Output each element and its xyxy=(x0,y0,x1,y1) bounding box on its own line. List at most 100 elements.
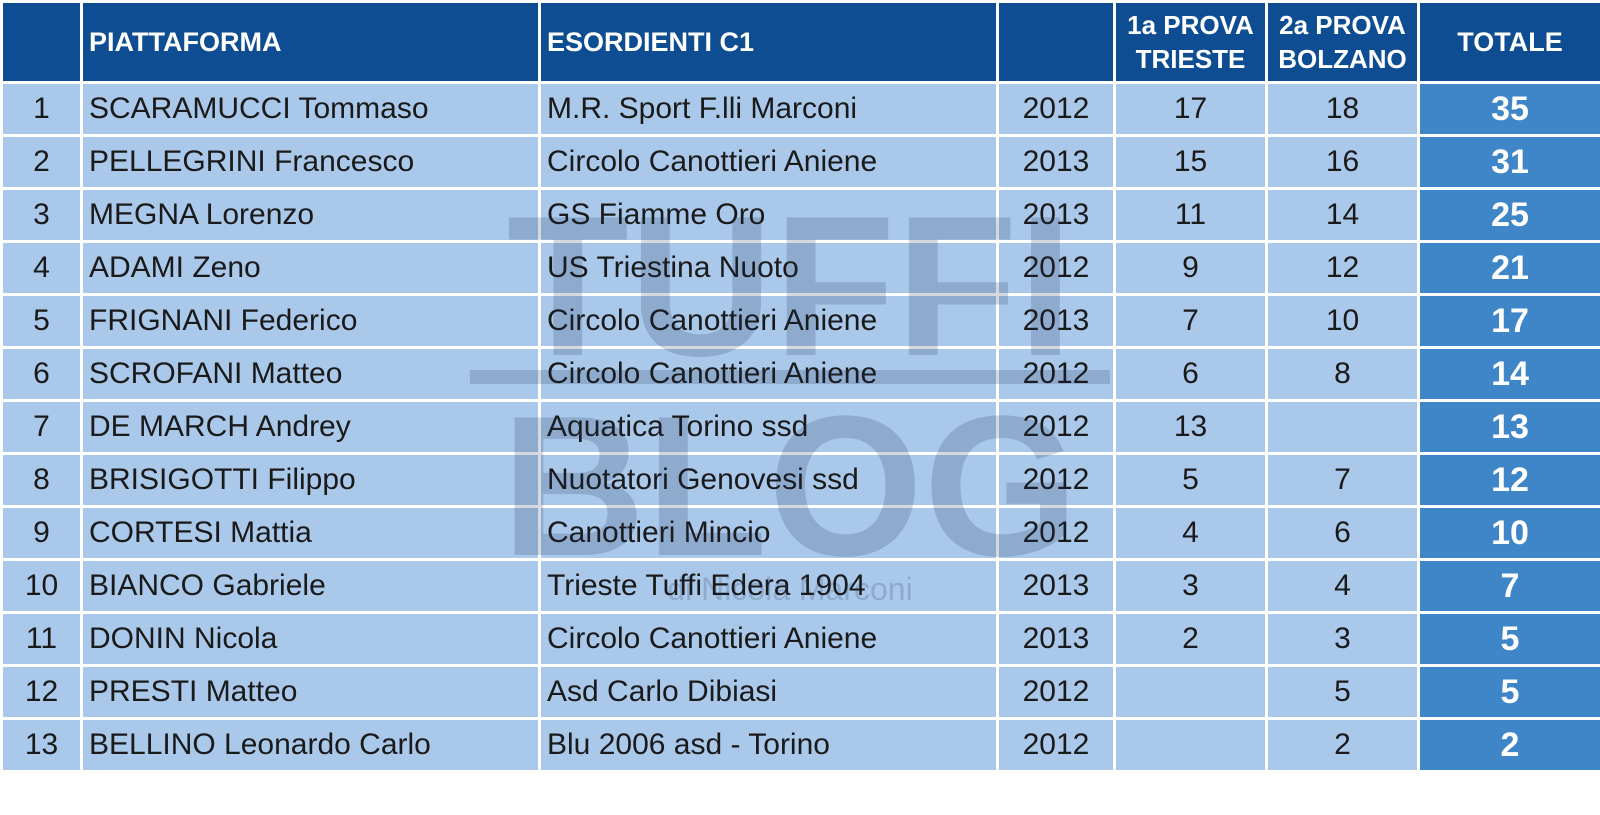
cell-round-1: 11 xyxy=(1113,187,1268,243)
header-round-2-line2: BOLZANO xyxy=(1278,44,1407,74)
cell-rank: 7 xyxy=(0,399,83,455)
cell-athlete: SCROFANI Matteo xyxy=(80,346,541,402)
cell-athlete: ADAMI Zeno xyxy=(80,240,541,296)
cell-year: 2012 xyxy=(996,452,1116,508)
cell-round-2: 3 xyxy=(1265,611,1420,667)
cell-round-1: 15 xyxy=(1113,134,1268,190)
table-row: 9 CORTESI Mattia Canottieri Mincio 2012 4 6 10 xyxy=(0,505,1600,561)
cell-year: 2013 xyxy=(996,187,1116,243)
cell-total: 5 xyxy=(1417,611,1600,667)
cell-total: 35 xyxy=(1417,81,1600,137)
table-row: 10 BIANCO Gabriele Trieste Tuffi Edera 190… xyxy=(0,558,1600,614)
cell-rank: 9 xyxy=(0,505,83,561)
cell-athlete: PELLEGRINI Francesco xyxy=(80,134,541,190)
cell-year: 2012 xyxy=(996,505,1116,561)
table-row: 1 SCARAMUCCI Tommaso M.R. Sport F.lli Marc… xyxy=(0,81,1600,137)
cell-round-1: 13 xyxy=(1113,399,1268,455)
cell-club: Nuotatori Genovesi ssd xyxy=(538,452,999,508)
cell-round-1 xyxy=(1113,664,1268,720)
cell-athlete: BIANCO Gabriele xyxy=(80,558,541,614)
cell-total: 31 xyxy=(1417,134,1600,190)
cell-round-1: 2 xyxy=(1113,611,1268,667)
cell-round-2: 14 xyxy=(1265,187,1420,243)
cell-rank: 4 xyxy=(0,240,83,296)
cell-round-2: 7 xyxy=(1265,452,1420,508)
cell-year: 2013 xyxy=(996,558,1116,614)
table-body: 1 SCARAMUCCI Tommaso M.R. Sport F.lli Marc… xyxy=(0,81,1600,773)
cell-rank: 13 xyxy=(0,717,83,773)
cell-round-2: 2 xyxy=(1265,717,1420,773)
cell-total: 2 xyxy=(1417,717,1600,773)
header-round-1-line1: 1a PROVA xyxy=(1127,10,1254,40)
cell-club: Canottieri Mincio xyxy=(538,505,999,561)
cell-round-2: 16 xyxy=(1265,134,1420,190)
table-row: 5 FRIGNANI Federico Circolo Canottieri Ani… xyxy=(0,293,1600,349)
cell-round-1: 17 xyxy=(1113,81,1268,137)
cell-year: 2013 xyxy=(996,611,1116,667)
cell-rank: 2 xyxy=(0,134,83,190)
table-row: 7 DE MARCH Andrey Aquatica Torino ssd 2012 1… xyxy=(0,399,1600,455)
cell-year: 2012 xyxy=(996,346,1116,402)
header-round-2: 2a PROVA BOLZANO xyxy=(1265,0,1420,84)
cell-club: Asd Carlo Dibiasi xyxy=(538,664,999,720)
cell-club: Circolo Canottieri Aniene xyxy=(538,346,999,402)
cell-athlete: DE MARCH Andrey xyxy=(80,399,541,455)
table-row: 4 ADAMI Zeno US Triestina Nuoto 2012 9 12 21 xyxy=(0,240,1600,296)
header-class: ESORDIENTI C1 xyxy=(538,0,999,84)
cell-round-1: 5 xyxy=(1113,452,1268,508)
header-rank xyxy=(0,0,83,84)
header-round-1: 1a PROVA TRIESTE xyxy=(1113,0,1268,84)
cell-round-1: 4 xyxy=(1113,505,1268,561)
cell-club: Circolo Canottieri Aniene xyxy=(538,293,999,349)
cell-year: 2013 xyxy=(996,293,1116,349)
cell-year: 2012 xyxy=(996,399,1116,455)
cell-club: Circolo Canottieri Aniene xyxy=(538,611,999,667)
cell-total: 10 xyxy=(1417,505,1600,561)
cell-total: 12 xyxy=(1417,452,1600,508)
table-row: 2 PELLEGRINI Francesco Circolo Canottieri … xyxy=(0,134,1600,190)
cell-rank: 10 xyxy=(0,558,83,614)
cell-athlete: PRESTI Matteo xyxy=(80,664,541,720)
cell-athlete: FRIGNANI Federico xyxy=(80,293,541,349)
table-header: PIATTAFORMA ESORDIENTI C1 1a PROVA TRIES… xyxy=(0,0,1600,84)
cell-club: US Triestina Nuoto xyxy=(538,240,999,296)
cell-athlete: CORTESI Mattia xyxy=(80,505,541,561)
cell-athlete: BELLINO Leonardo Carlo xyxy=(80,717,541,773)
cell-rank: 11 xyxy=(0,611,83,667)
cell-total: 21 xyxy=(1417,240,1600,296)
table-row: 8 BRISIGOTTI Filippo Nuotatori Genovesi ss… xyxy=(0,452,1600,508)
cell-round-2: 5 xyxy=(1265,664,1420,720)
cell-rank: 3 xyxy=(0,187,83,243)
cell-rank: 12 xyxy=(0,664,83,720)
cell-rank: 8 xyxy=(0,452,83,508)
table-row: 6 SCROFANI Matteo Circolo Canottieri Anien… xyxy=(0,346,1600,402)
table-row: 12 PRESTI Matteo Asd Carlo Dibiasi 2012 5 5 xyxy=(0,664,1600,720)
table-row: 13 BELLINO Leonardo Carlo Blu 2006 asd - T… xyxy=(0,717,1600,773)
cell-athlete: SCARAMUCCI Tommaso xyxy=(80,81,541,137)
cell-club: Circolo Canottieri Aniene xyxy=(538,134,999,190)
cell-total: 7 xyxy=(1417,558,1600,614)
cell-total: 5 xyxy=(1417,664,1600,720)
cell-round-2: 8 xyxy=(1265,346,1420,402)
header-row: PIATTAFORMA ESORDIENTI C1 1a PROVA TRIES… xyxy=(0,0,1600,84)
cell-club: Trieste Tuffi Edera 1904 xyxy=(538,558,999,614)
cell-round-1: 6 xyxy=(1113,346,1268,402)
cell-club: GS Fiamme Oro xyxy=(538,187,999,243)
cell-rank: 1 xyxy=(0,81,83,137)
cell-rank: 6 xyxy=(0,346,83,402)
cell-round-2 xyxy=(1265,399,1420,455)
cell-athlete: BRISIGOTTI Filippo xyxy=(80,452,541,508)
cell-round-2: 4 xyxy=(1265,558,1420,614)
cell-club: Blu 2006 asd - Torino xyxy=(538,717,999,773)
cell-athlete: DONIN Nicola xyxy=(80,611,541,667)
cell-total: 25 xyxy=(1417,187,1600,243)
cell-total: 14 xyxy=(1417,346,1600,402)
header-category: PIATTAFORMA xyxy=(80,0,541,84)
cell-club: M.R. Sport F.lli Marconi xyxy=(538,81,999,137)
cell-round-2: 10 xyxy=(1265,293,1420,349)
cell-total: 13 xyxy=(1417,399,1600,455)
cell-round-1: 9 xyxy=(1113,240,1268,296)
cell-club: Aquatica Torino ssd xyxy=(538,399,999,455)
header-round-1-line2: TRIESTE xyxy=(1135,44,1246,74)
